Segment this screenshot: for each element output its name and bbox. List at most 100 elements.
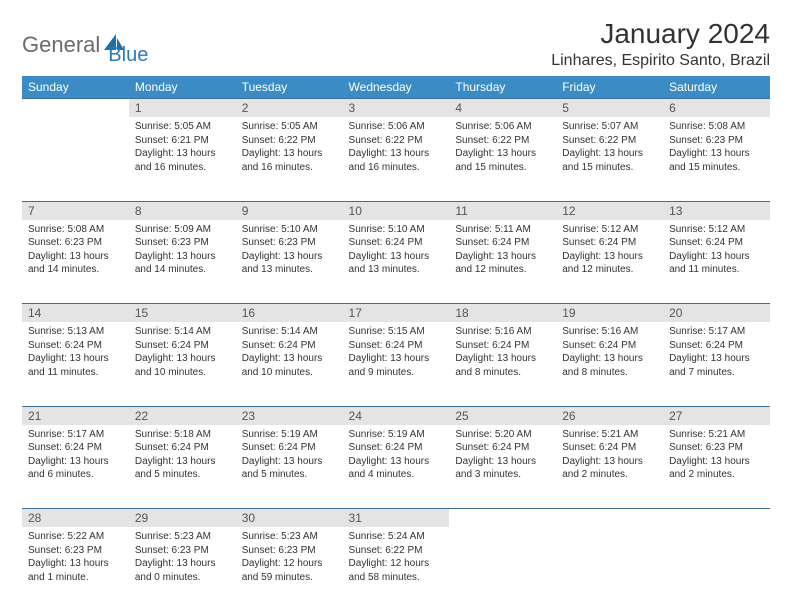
sunrise-text: Sunrise: 5:24 AM	[349, 530, 444, 544]
brand-part2: Blue	[108, 44, 148, 67]
day-number-cell: 1	[129, 99, 236, 118]
daylight-text: and 13 minutes.	[242, 263, 337, 277]
sunrise-text: Sunrise: 5:20 AM	[455, 428, 550, 442]
daylight-text: and 2 minutes.	[669, 468, 764, 482]
day-number-cell	[22, 99, 129, 118]
day-number-cell: 26	[556, 406, 663, 425]
day-number-cell: 10	[343, 201, 450, 220]
sunrise-text: Sunrise: 5:10 AM	[242, 223, 337, 237]
sunset-text: Sunset: 6:24 PM	[562, 339, 657, 353]
day-content-cell: Sunrise: 5:17 AMSunset: 6:24 PMDaylight:…	[22, 425, 129, 509]
daylight-text: and 16 minutes.	[349, 161, 444, 175]
day-content-cell	[449, 527, 556, 611]
day-number-cell: 4	[449, 99, 556, 118]
daylight-text: Daylight: 13 hours	[242, 147, 337, 161]
sunrise-text: Sunrise: 5:06 AM	[349, 120, 444, 134]
day-number-row: 28293031	[22, 509, 770, 528]
day-number-cell: 12	[556, 201, 663, 220]
sunset-text: Sunset: 6:24 PM	[349, 441, 444, 455]
day-number-cell: 23	[236, 406, 343, 425]
day-content-row: Sunrise: 5:13 AMSunset: 6:24 PMDaylight:…	[22, 322, 770, 406]
day-content-cell: Sunrise: 5:08 AMSunset: 6:23 PMDaylight:…	[22, 220, 129, 304]
daylight-text: Daylight: 13 hours	[135, 147, 230, 161]
daylight-text: and 11 minutes.	[669, 263, 764, 277]
sunset-text: Sunset: 6:24 PM	[349, 339, 444, 353]
day-content-cell	[22, 117, 129, 201]
daylight-text: and 11 minutes.	[28, 366, 123, 380]
daylight-text: and 16 minutes.	[135, 161, 230, 175]
day-content-cell: Sunrise: 5:13 AMSunset: 6:24 PMDaylight:…	[22, 322, 129, 406]
calendar-table: Sunday Monday Tuesday Wednesday Thursday…	[22, 76, 770, 611]
sunrise-text: Sunrise: 5:12 AM	[562, 223, 657, 237]
day-content-cell: Sunrise: 5:10 AMSunset: 6:23 PMDaylight:…	[236, 220, 343, 304]
daylight-text: and 2 minutes.	[562, 468, 657, 482]
sunrise-text: Sunrise: 5:11 AM	[455, 223, 550, 237]
daylight-text: Daylight: 13 hours	[28, 352, 123, 366]
daylight-text: and 6 minutes.	[28, 468, 123, 482]
daylight-text: and 12 minutes.	[562, 263, 657, 277]
day-number-cell: 19	[556, 304, 663, 323]
daylight-text: and 8 minutes.	[562, 366, 657, 380]
day-content-cell: Sunrise: 5:12 AMSunset: 6:24 PMDaylight:…	[663, 220, 770, 304]
daylight-text: and 15 minutes.	[455, 161, 550, 175]
day-number-row: 21222324252627	[22, 406, 770, 425]
sunset-text: Sunset: 6:22 PM	[242, 134, 337, 148]
sunrise-text: Sunrise: 5:15 AM	[349, 325, 444, 339]
sunrise-text: Sunrise: 5:12 AM	[669, 223, 764, 237]
day-number-cell	[556, 509, 663, 528]
daylight-text: and 14 minutes.	[28, 263, 123, 277]
day-number-cell: 17	[343, 304, 450, 323]
sunrise-text: Sunrise: 5:23 AM	[242, 530, 337, 544]
daylight-text: Daylight: 13 hours	[455, 455, 550, 469]
day-content-cell: Sunrise: 5:19 AMSunset: 6:24 PMDaylight:…	[236, 425, 343, 509]
day-number-row: 123456	[22, 99, 770, 118]
daylight-text: Daylight: 13 hours	[455, 250, 550, 264]
sunset-text: Sunset: 6:24 PM	[135, 441, 230, 455]
sunset-text: Sunset: 6:22 PM	[349, 134, 444, 148]
daylight-text: Daylight: 13 hours	[562, 455, 657, 469]
day-content-cell: Sunrise: 5:22 AMSunset: 6:23 PMDaylight:…	[22, 527, 129, 611]
weekday-header-row: Sunday Monday Tuesday Wednesday Thursday…	[22, 76, 770, 99]
day-number-cell: 7	[22, 201, 129, 220]
day-number-cell: 9	[236, 201, 343, 220]
sunset-text: Sunset: 6:22 PM	[562, 134, 657, 148]
daylight-text: and 10 minutes.	[135, 366, 230, 380]
day-number-cell: 28	[22, 509, 129, 528]
weekday-header: Saturday	[663, 76, 770, 99]
daylight-text: and 9 minutes.	[349, 366, 444, 380]
weekday-header: Wednesday	[343, 76, 450, 99]
daylight-text: Daylight: 13 hours	[135, 557, 230, 571]
day-number-cell: 25	[449, 406, 556, 425]
sunset-text: Sunset: 6:24 PM	[28, 339, 123, 353]
day-number-cell: 8	[129, 201, 236, 220]
day-content-cell: Sunrise: 5:14 AMSunset: 6:24 PMDaylight:…	[236, 322, 343, 406]
sunset-text: Sunset: 6:24 PM	[669, 339, 764, 353]
sunrise-text: Sunrise: 5:08 AM	[28, 223, 123, 237]
weekday-header: Monday	[129, 76, 236, 99]
day-number-cell: 20	[663, 304, 770, 323]
daylight-text: and 5 minutes.	[242, 468, 337, 482]
day-content-cell	[663, 527, 770, 611]
sunset-text: Sunset: 6:23 PM	[28, 544, 123, 558]
daylight-text: Daylight: 13 hours	[562, 147, 657, 161]
sunset-text: Sunset: 6:23 PM	[669, 441, 764, 455]
day-number-cell: 6	[663, 99, 770, 118]
daylight-text: Daylight: 12 hours	[349, 557, 444, 571]
daylight-text: and 14 minutes.	[135, 263, 230, 277]
day-number-cell	[449, 509, 556, 528]
sunrise-text: Sunrise: 5:14 AM	[135, 325, 230, 339]
sunset-text: Sunset: 6:24 PM	[455, 441, 550, 455]
daylight-text: and 58 minutes.	[349, 571, 444, 585]
sunset-text: Sunset: 6:24 PM	[242, 441, 337, 455]
day-content-cell: Sunrise: 5:11 AMSunset: 6:24 PMDaylight:…	[449, 220, 556, 304]
day-number-cell: 24	[343, 406, 450, 425]
sunset-text: Sunset: 6:24 PM	[242, 339, 337, 353]
day-content-cell: Sunrise: 5:14 AMSunset: 6:24 PMDaylight:…	[129, 322, 236, 406]
sunset-text: Sunset: 6:22 PM	[349, 544, 444, 558]
sunset-text: Sunset: 6:23 PM	[242, 236, 337, 250]
daylight-text: Daylight: 13 hours	[349, 250, 444, 264]
daylight-text: and 15 minutes.	[669, 161, 764, 175]
sunrise-text: Sunrise: 5:22 AM	[28, 530, 123, 544]
day-number-row: 14151617181920	[22, 304, 770, 323]
weekday-header: Tuesday	[236, 76, 343, 99]
